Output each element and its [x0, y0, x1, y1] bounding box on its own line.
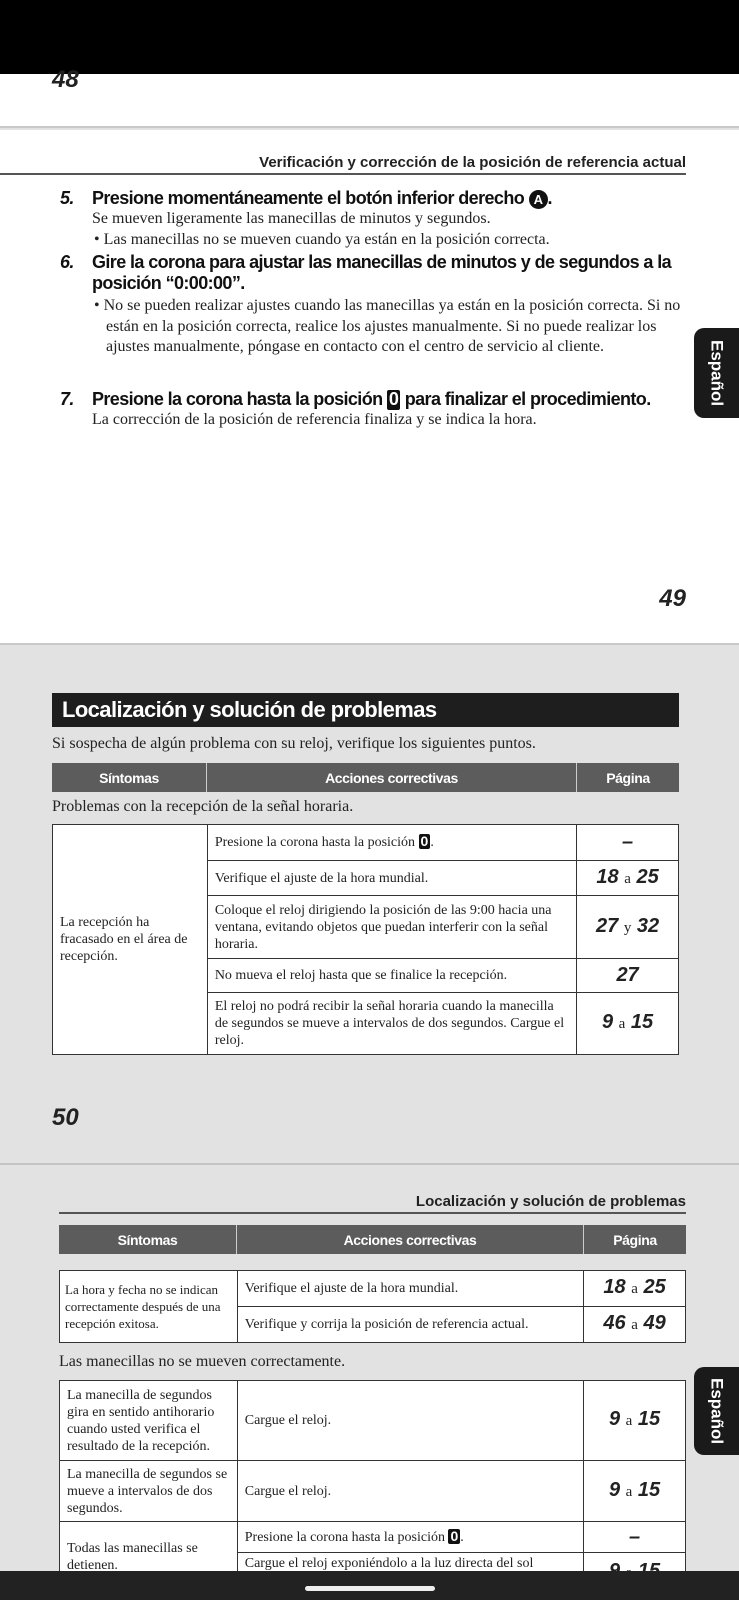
- troubleshooting-table: La hora y fecha no se indican correctame…: [59, 1270, 686, 1343]
- header-page: Página: [606, 769, 650, 786]
- step-title: Gire la corona para ajustar las manecill…: [92, 252, 672, 293]
- page-cell: 46 a 49: [583, 1306, 686, 1343]
- button-a-icon: A: [528, 190, 548, 209]
- symptom-cell: La manecilla de segundos se mueve a inte…: [59, 1460, 238, 1522]
- page-divider: [0, 1163, 739, 1165]
- table-row: La recepción ha fracasado en el área de …: [52, 824, 679, 1055]
- bullet: • No se pueden realizar ajustes cuando l…: [94, 297, 681, 355]
- step-7: 7. Presione la corona hasta la posición 0…: [60, 389, 692, 431]
- table-header: Síntomas Acciones correctivas Página: [52, 763, 679, 792]
- table-header: Síntomas Acciones correctivas Página: [59, 1225, 686, 1254]
- action-cell: Presione la corona hasta la posición 0.: [236, 1521, 585, 1553]
- language-tab: Español: [694, 328, 739, 418]
- step-title: Presione momentáneamente el botón inferi…: [92, 188, 525, 208]
- page-cell: 9 a 15: [583, 1460, 686, 1522]
- troubleshooting-table-2: La manecilla de segundos gira en sentido…: [59, 1380, 686, 1593]
- page-cell: –: [576, 824, 679, 861]
- action-cell: Cargue el reloj.: [236, 1380, 585, 1461]
- header-symptoms: Síntomas: [52, 763, 207, 792]
- page-number: 49: [659, 585, 686, 612]
- crown-position-icon: 0: [448, 1527, 461, 1544]
- symptom-cell: La manecilla de segundos gira en sentido…: [59, 1380, 238, 1461]
- step-body: La corrección de la posición de referenc…: [92, 411, 537, 428]
- action-cell: No mueva el reloj hasta que se finalice …: [206, 958, 578, 993]
- symptom-cell: La recepción ha fracasado en el área de …: [52, 824, 208, 1055]
- header-symptoms: Síntomas: [59, 1225, 237, 1254]
- action-cell: Verifique el ajuste de la hora mundial.: [206, 860, 578, 896]
- table-row: El reloj no podrá recibir la señal horar…: [53, 992, 679, 1055]
- action-cell: Verifique el ajuste de la hora mundial.: [236, 1270, 585, 1307]
- page-48: 48: [0, 66, 739, 128]
- step-number: 5.: [60, 188, 74, 208]
- page-49: Verificación y corrección de la posición…: [0, 130, 739, 645]
- action-cell: Presione la corona hasta la posición 0.: [206, 824, 578, 861]
- table-row: Verifique y corrija la posición de refer…: [60, 1306, 686, 1343]
- bullet: • Las manecillas no se mueven cuando ya …: [94, 230, 550, 248]
- action-cell: Cargue el reloj.: [236, 1460, 585, 1522]
- page-cell: 18 a 25: [576, 860, 679, 896]
- step-body: Se mueven ligeramente las manecillas de …: [92, 210, 491, 227]
- table-row: No mueva el reloj hasta que se finalice …: [53, 958, 679, 993]
- page-cell: 27: [576, 958, 679, 993]
- troubleshooting-table: La recepción ha fracasado en el área de …: [52, 824, 679, 1055]
- symptom-cell: La hora y fecha no se indican correctame…: [59, 1270, 238, 1343]
- page-cell: –: [583, 1521, 686, 1553]
- header-page: Página: [613, 1231, 657, 1248]
- step-5: 5. Presione momentáneamente el botón infe…: [60, 188, 682, 250]
- step-title: Presione la corona hasta la posición: [92, 389, 383, 409]
- step-number: 7.: [60, 389, 74, 409]
- intro-text: Si sospecha de algún problema con su rel…: [52, 735, 536, 752]
- step-number: 6.: [60, 252, 74, 272]
- page-cell: 18 a 25: [583, 1270, 686, 1307]
- step-6: 6. Gire la corona para ajustar las maneci…: [60, 252, 682, 358]
- page-number: 48: [52, 66, 79, 93]
- table-row: La manecilla de segundos gira en sentido…: [59, 1380, 686, 1461]
- navigation-bar: [0, 1571, 739, 1600]
- page-cell: 9 a 15: [576, 992, 679, 1055]
- section-subtitle: Problemas con la recepción de la señal h…: [52, 798, 354, 815]
- crown-position-icon: 0: [418, 833, 431, 850]
- page-cell: 9 a 15: [583, 1380, 686, 1461]
- home-indicator[interactable]: [305, 1586, 435, 1591]
- status-bar: [0, 0, 739, 74]
- table-row: La hora y fecha no se indican correctame…: [59, 1270, 686, 1343]
- action-cell: El reloj no podrá recibir la señal horar…: [206, 992, 578, 1055]
- section-subtitle: Las manecillas no se mueven correctament…: [59, 1353, 346, 1370]
- running-header: Verificación y corrección de la posición…: [0, 154, 686, 175]
- crown-position-icon: 0: [386, 389, 401, 410]
- language-tab: Español: [694, 1367, 739, 1455]
- step-title-end: para finalizar el procedimiento.: [404, 389, 651, 409]
- table-row: Coloque el reloj dirigiendo la posición …: [53, 895, 679, 959]
- page-cell: 27 y 32: [576, 895, 679, 959]
- section-title: Localización y solución de problemas: [52, 693, 679, 727]
- action-cell: Coloque el reloj dirigiendo la posición …: [206, 895, 578, 959]
- page-number: 50: [52, 1104, 79, 1131]
- header-actions: Acciones correctivas: [207, 763, 577, 792]
- table-row: Verifique el ajuste de la hora mundial. 1…: [53, 860, 679, 896]
- header-actions: Acciones correctivas: [237, 1225, 584, 1254]
- table-row: Todas las manecillas se detienen. Presion…: [59, 1521, 686, 1593]
- action-cell: Verifique y corrija la posición de refer…: [236, 1306, 585, 1343]
- running-header: Localización y solución de problemas: [59, 1193, 686, 1214]
- table-row: La manecilla de segundos se mueve a inte…: [59, 1460, 686, 1522]
